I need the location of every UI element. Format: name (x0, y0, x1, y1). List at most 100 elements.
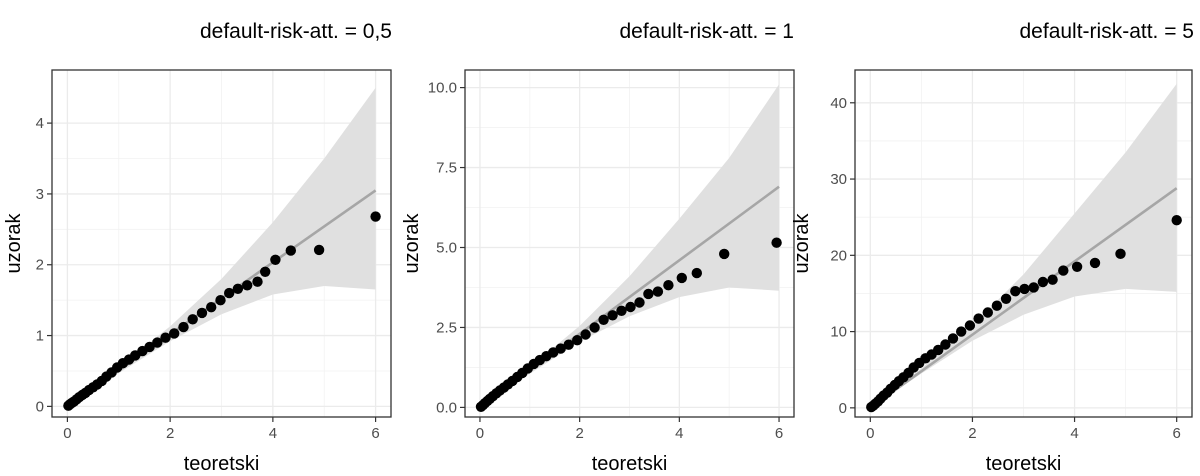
x-axis-title: teoretski (184, 453, 260, 475)
data-point (187, 314, 198, 325)
data-point (1089, 257, 1101, 269)
data-point (940, 339, 951, 350)
data-point (676, 272, 687, 284)
y-tick-label: 5.0 (436, 239, 457, 256)
data-point (144, 341, 155, 353)
y-tick-label: 1 (36, 328, 44, 345)
confidence-band (480, 84, 779, 408)
data-point (771, 237, 782, 248)
y-tick-label: 3 (36, 186, 44, 203)
data-point (643, 288, 654, 300)
data-point (691, 267, 702, 279)
data-point (252, 276, 263, 287)
data-point (555, 343, 566, 354)
panel-title: default-risk-att. = 0,5 (200, 20, 392, 43)
x-tick-label: 4 (269, 425, 277, 442)
panel-title: default-risk-att. = 5 (1020, 20, 1195, 43)
data-point (956, 326, 967, 337)
y-axis-title: uzorak (401, 212, 423, 273)
data-point (652, 286, 664, 297)
y-tick-label: 2.5 (436, 319, 457, 336)
x-axis-title: teoretski (592, 453, 668, 475)
data-point (1171, 215, 1182, 226)
panel-2: 0 2 4 6 0.0 2.5 5.0 7.5 10.0 teoretski uzorak defau… (401, 20, 795, 475)
data-point (1010, 286, 1021, 297)
data-point (1058, 265, 1069, 276)
data-point (160, 332, 171, 343)
y-tick-label: 0 (36, 398, 44, 415)
reference-line (869, 187, 1178, 409)
data-point (1000, 293, 1012, 304)
data-point (1019, 283, 1030, 295)
data-point (964, 320, 976, 331)
data-point (1115, 248, 1126, 259)
data-point (232, 283, 244, 294)
data-point (598, 314, 609, 325)
data-point (1047, 274, 1058, 285)
data-point (580, 329, 591, 340)
data-point (270, 254, 281, 265)
panel-1: 0 2 4 6 0 1 2 3 4 teoretski uzorak default-risk-att… (3, 20, 392, 475)
data-point (169, 328, 180, 339)
data-point (625, 301, 636, 313)
data-point (260, 266, 271, 277)
data-point (572, 335, 583, 346)
panel-border (51, 69, 392, 418)
data-point (242, 280, 253, 291)
data-point (215, 295, 226, 306)
data-point (634, 297, 645, 308)
y-tick-label: 2 (36, 257, 44, 274)
y-tick-label: 40 (830, 95, 847, 112)
data-point (285, 245, 296, 256)
data-point (1071, 261, 1083, 272)
x-tick-label: 0 (476, 425, 484, 442)
data-point (616, 305, 627, 316)
data-point (152, 337, 163, 348)
x-tick-label: 0 (63, 425, 71, 442)
y-tick-label: 10.0 (428, 80, 457, 97)
y-tick-label: 20 (830, 247, 847, 264)
confidence-band (67, 87, 376, 407)
x-tick-label: 2 (166, 425, 174, 442)
data-point (563, 339, 574, 350)
data-point (178, 321, 189, 333)
data-point (607, 310, 618, 321)
data-point (1037, 276, 1049, 288)
data-point (947, 333, 959, 344)
data-point (206, 302, 217, 313)
confidence-band (870, 83, 1177, 408)
data-point (973, 313, 984, 324)
panel-border (464, 69, 795, 418)
panel-title: default-risk-att. = 1 (620, 20, 795, 43)
x-tick-label: 6 (1173, 425, 1181, 442)
data-point (589, 322, 600, 333)
data-point (991, 300, 1003, 311)
data-point (196, 307, 208, 319)
data-point (719, 248, 730, 260)
y-axis-title: uzorak (3, 212, 25, 273)
data-point (982, 307, 993, 318)
data-point (663, 280, 674, 291)
x-tick-label: 2 (968, 425, 976, 442)
panel-border (854, 69, 1193, 418)
data-point (224, 287, 235, 299)
x-tick-label: 6 (775, 425, 783, 442)
x-tick-label: 0 (866, 425, 874, 442)
y-tick-label: 7.5 (436, 160, 457, 177)
x-tick-label: 4 (1070, 425, 1078, 442)
y-tick-label: 4 (36, 115, 44, 132)
y-tick-label: 0.0 (436, 399, 457, 416)
data-point (1028, 282, 1039, 293)
y-tick-label: 10 (830, 324, 847, 341)
data-point (370, 211, 381, 222)
y-tick-label: 0 (839, 400, 847, 417)
y-axis-title: uzorak (791, 212, 813, 273)
x-tick-label: 4 (675, 425, 683, 442)
x-tick-label: 2 (575, 425, 583, 442)
x-tick-label: 6 (371, 425, 379, 442)
data-point (933, 344, 944, 356)
panel-3: 0 2 4 6 0 10 20 30 40 teoretski uzorak default-risk… (791, 20, 1194, 475)
x-axis-title: teoretski (986, 453, 1062, 475)
y-tick-label: 30 (830, 171, 847, 188)
